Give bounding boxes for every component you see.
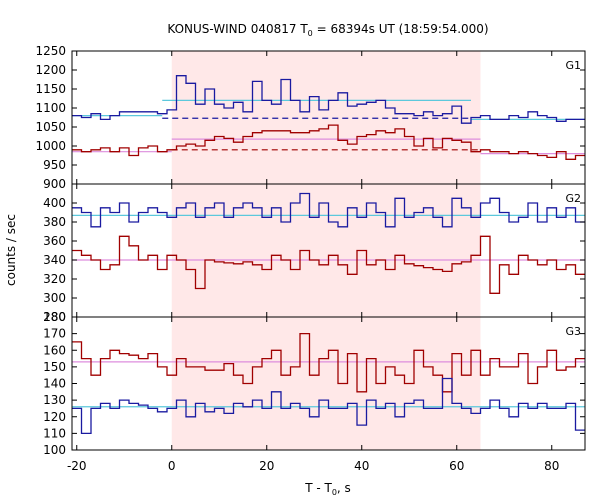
y-tick-label: 340 bbox=[43, 253, 66, 267]
plot-area bbox=[72, 192, 585, 294]
y-tick-label: 130 bbox=[43, 393, 66, 407]
panel-label: G2 bbox=[565, 192, 581, 205]
y-tick-label: 160 bbox=[43, 343, 66, 357]
series-blue-step-line bbox=[72, 377, 585, 435]
x-tick-label: -20 bbox=[67, 459, 87, 473]
panel-g2: 280 300 320 340 360 380 400 G2 bbox=[43, 183, 586, 324]
x-tick-label: 80 bbox=[544, 459, 559, 473]
y-axis-label: counts / sec bbox=[4, 214, 18, 286]
series-blue-step-line bbox=[72, 192, 585, 228]
y-tick-label: 180 bbox=[43, 310, 66, 324]
x-tick-label: 40 bbox=[354, 459, 369, 473]
y-tick-label: 100 bbox=[43, 443, 66, 457]
y-tick-label: 950 bbox=[43, 158, 66, 172]
series-red-step-line bbox=[72, 124, 585, 160]
y-tick-label: 110 bbox=[43, 426, 66, 440]
series-red-step-line bbox=[72, 235, 585, 294]
shaded-interval bbox=[171, 184, 481, 317]
series-red-step-line bbox=[72, 332, 585, 393]
series-blue-step-line bbox=[72, 75, 585, 124]
y-tick-label: 380 bbox=[43, 215, 66, 229]
y-tick-label: 400 bbox=[43, 196, 66, 210]
y-tick-label: 300 bbox=[43, 291, 66, 305]
y-tick-label: 360 bbox=[43, 234, 66, 248]
y-tick-label: 280 bbox=[43, 310, 66, 324]
chart-title: KONUS-WIND 040817 T0 = 68394s UT (18:59:… bbox=[167, 22, 488, 38]
y-tick-label: 170 bbox=[43, 327, 66, 341]
panels-group: 900950100010501100115012001250G128030032… bbox=[35, 44, 586, 473]
plot-area bbox=[72, 332, 585, 435]
x-axis-label: T - T0, s bbox=[304, 481, 351, 497]
y-tick-label: 140 bbox=[43, 377, 66, 391]
x-tick-label: 20 bbox=[259, 459, 274, 473]
y-tick-label: 1050 bbox=[35, 120, 66, 134]
shaded-interval bbox=[171, 317, 481, 450]
panel-g3: 100 110 120 130 140 150 160 170 180 G3 bbox=[43, 310, 586, 457]
y-tick-label: 1000 bbox=[35, 139, 66, 153]
y-tick-label: 1250 bbox=[35, 44, 66, 58]
panel-label: G1 bbox=[565, 59, 581, 72]
y-tick-label: 150 bbox=[43, 360, 66, 374]
y-tick-label: 1100 bbox=[35, 101, 66, 115]
y-tick-label: 120 bbox=[43, 410, 66, 424]
shaded-interval bbox=[171, 51, 481, 184]
x-tick-label: 60 bbox=[449, 459, 464, 473]
y-tick-label: 1150 bbox=[35, 82, 66, 96]
plot-area bbox=[72, 75, 585, 160]
y-tick-label: 1200 bbox=[35, 63, 66, 77]
y-tick-label: 900 bbox=[43, 177, 66, 191]
x-tick-label: 0 bbox=[168, 459, 176, 473]
panel-g1: 900 950 1000 1050 1100 1150 1200 1250 G1 bbox=[35, 44, 586, 191]
panel-label: G3 bbox=[565, 325, 581, 338]
y-tick-label: 320 bbox=[43, 272, 66, 286]
